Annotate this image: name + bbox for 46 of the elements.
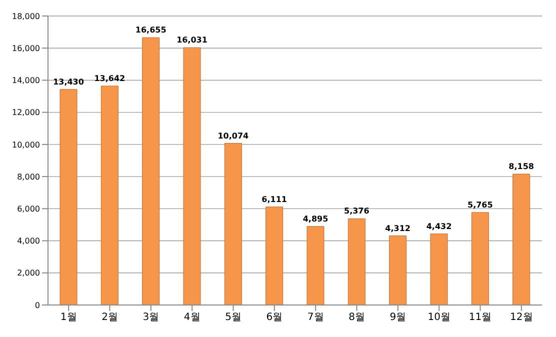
y-tick-label: 0: [34, 300, 40, 310]
data-label: 4,432: [426, 222, 452, 231]
x-tick-label: 1월: [60, 312, 77, 324]
data-label: 4,895: [302, 214, 329, 224]
bar: [60, 89, 78, 305]
y-tick-label: 10,000: [12, 140, 40, 150]
x-tick-label: 9월: [390, 312, 406, 324]
data-label: 5,376: [344, 206, 370, 216]
data-label: 8,158: [508, 162, 534, 172]
bar: [266, 206, 284, 305]
y-tick-label: 12,000: [12, 108, 40, 118]
y-tick-label: 8,000: [17, 172, 40, 182]
data-label: 16,655: [135, 26, 167, 35]
data-label: 16,031: [176, 36, 208, 45]
data-label: 5,765: [468, 200, 494, 210]
bar: [348, 218, 366, 305]
bar: [100, 86, 118, 305]
x-tick-label: 8월: [348, 312, 365, 324]
bar: [306, 226, 324, 305]
data-label: 4,312: [385, 224, 410, 233]
x-tick-label: 11월: [468, 312, 492, 324]
bar: [471, 212, 489, 305]
bar: [142, 37, 160, 305]
x-tick-label: 6월: [266, 312, 283, 324]
bar: [430, 234, 448, 305]
bar: [389, 236, 407, 305]
bar: [512, 174, 530, 305]
x-tick-label: 2월: [102, 312, 118, 324]
x-tick-label: 4월: [184, 312, 200, 324]
y-tick-label: 16,000: [12, 44, 40, 53]
x-tick-label: 7월: [307, 312, 324, 324]
y-tick-label: 14,000: [12, 76, 40, 86]
data-label: 13,642: [94, 74, 126, 83]
bar: [183, 47, 201, 305]
data-label: 10,074: [218, 131, 250, 140]
x-tick-label: 5월: [225, 312, 242, 324]
y-tick-label: 4,000: [17, 236, 40, 246]
x-tick-label: 3월: [142, 312, 160, 324]
y-tick-label: 18,000: [12, 12, 40, 21]
x-tick-label: 10월: [428, 312, 450, 324]
data-label: 13,430: [53, 77, 84, 86]
bar: [224, 143, 242, 305]
y-tick-label: 2,000: [17, 268, 40, 278]
x-tick-label: 12월: [510, 312, 533, 324]
data-label: 6,111: [262, 194, 288, 204]
y-tick-label: 6,000: [17, 204, 40, 214]
